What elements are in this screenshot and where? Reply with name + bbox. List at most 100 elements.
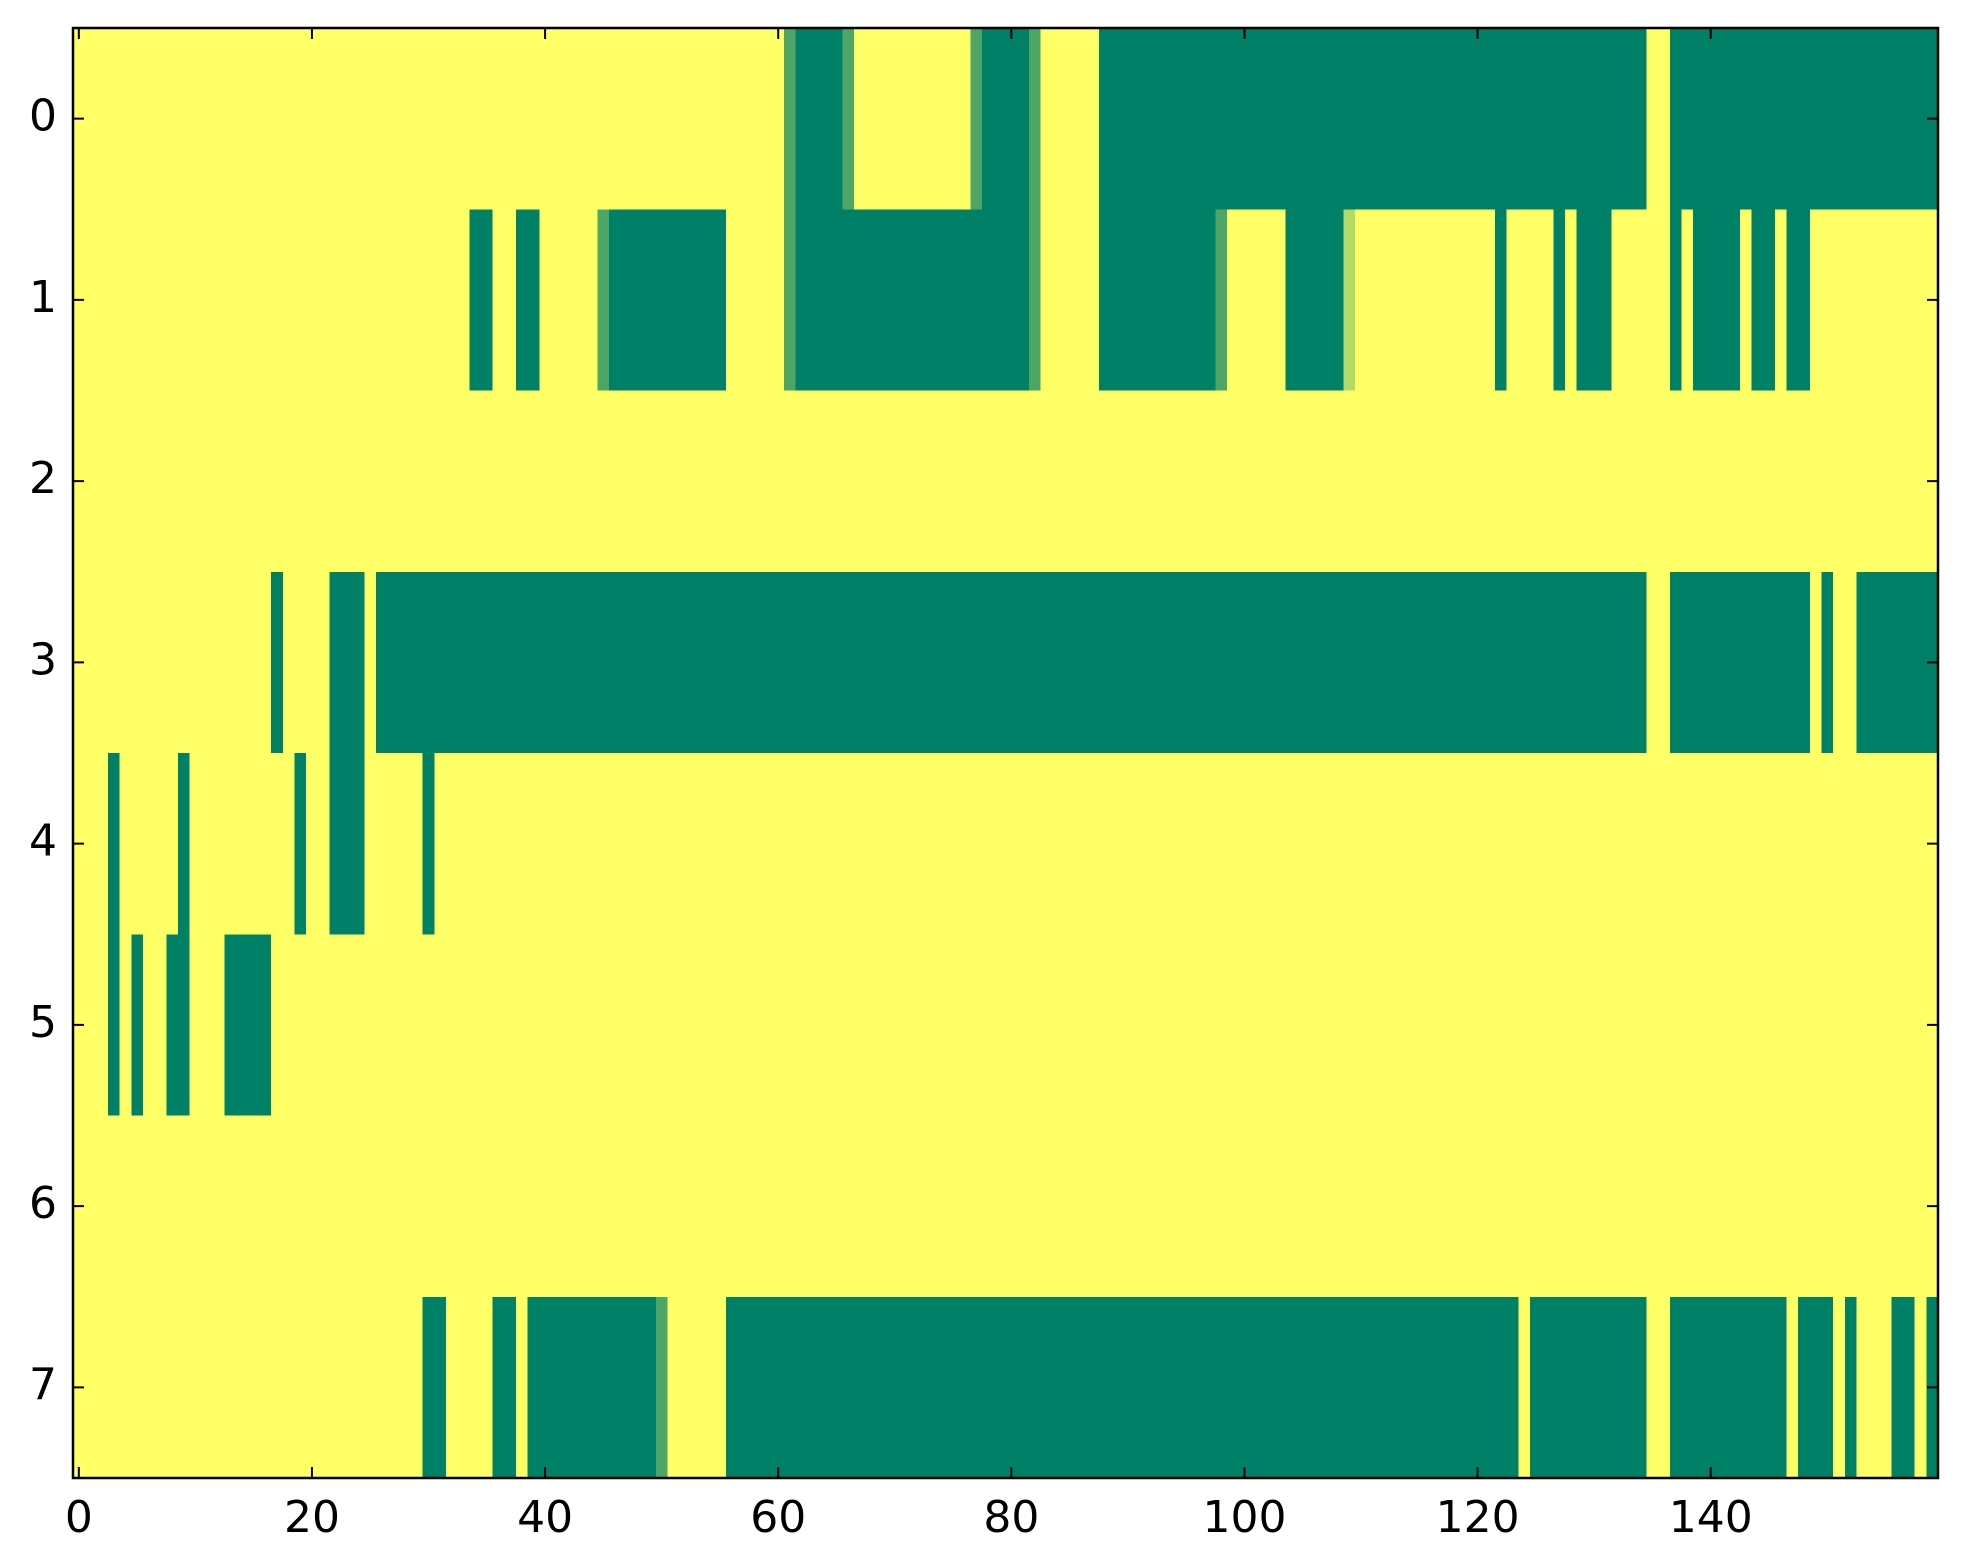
cell bbox=[772, 934, 785, 1117]
cell bbox=[317, 28, 331, 210]
cell bbox=[1518, 571, 1531, 754]
cell bbox=[1821, 571, 1834, 754]
cell bbox=[1879, 390, 1892, 573]
cell bbox=[119, 934, 132, 1117]
cell bbox=[1833, 390, 1846, 573]
cell bbox=[772, 1115, 785, 1298]
cell bbox=[1063, 1296, 1077, 1479]
cell bbox=[1833, 753, 1846, 935]
cell bbox=[1728, 1296, 1741, 1479]
cell bbox=[1378, 1296, 1391, 1479]
cell bbox=[1040, 934, 1053, 1117]
cell bbox=[1180, 934, 1193, 1117]
cell bbox=[1914, 1115, 1927, 1298]
cell bbox=[434, 571, 447, 754]
cell bbox=[1716, 571, 1729, 754]
cell bbox=[1506, 571, 1519, 754]
cell bbox=[714, 28, 727, 210]
cell bbox=[1087, 209, 1100, 392]
cell bbox=[679, 571, 692, 754]
cell bbox=[574, 1296, 587, 1479]
cell bbox=[1681, 934, 1694, 1117]
cell bbox=[1413, 28, 1426, 210]
cell bbox=[1087, 934, 1100, 1117]
cell bbox=[1669, 753, 1683, 935]
cell bbox=[1460, 934, 1473, 1117]
cell bbox=[1145, 571, 1158, 754]
cell bbox=[958, 934, 972, 1117]
cell bbox=[1506, 1115, 1519, 1298]
cell bbox=[1588, 934, 1601, 1117]
cell bbox=[1238, 28, 1251, 210]
cell bbox=[1891, 571, 1904, 754]
cell bbox=[690, 28, 704, 210]
cell bbox=[1623, 209, 1636, 392]
cell bbox=[1809, 934, 1823, 1117]
cell bbox=[527, 571, 540, 754]
cell bbox=[1308, 934, 1321, 1117]
cell bbox=[935, 390, 948, 573]
cell bbox=[1739, 934, 1753, 1117]
cell bbox=[1040, 1115, 1053, 1298]
cell bbox=[1273, 1115, 1286, 1298]
cell bbox=[1005, 1296, 1018, 1479]
cell bbox=[492, 390, 505, 573]
cell bbox=[119, 753, 132, 935]
cell bbox=[1634, 209, 1648, 392]
cell bbox=[446, 753, 459, 935]
cell bbox=[294, 390, 307, 573]
cell bbox=[1028, 934, 1042, 1117]
cell bbox=[1588, 1296, 1601, 1479]
cell bbox=[1052, 1115, 1065, 1298]
cell bbox=[1250, 1296, 1263, 1479]
cell bbox=[1285, 753, 1298, 935]
cell bbox=[189, 753, 202, 935]
cell bbox=[317, 753, 331, 935]
cell bbox=[970, 934, 983, 1117]
cell bbox=[457, 934, 470, 1117]
cell bbox=[1658, 28, 1671, 210]
cell bbox=[912, 753, 925, 935]
cell bbox=[1203, 28, 1216, 210]
cell bbox=[585, 934, 599, 1117]
cell bbox=[609, 571, 622, 754]
cell bbox=[737, 1115, 750, 1298]
cell bbox=[655, 1296, 669, 1479]
cell bbox=[317, 1296, 331, 1479]
cell bbox=[1028, 571, 1042, 754]
cell bbox=[1751, 209, 1764, 392]
cell bbox=[1157, 753, 1170, 935]
cell bbox=[1914, 390, 1927, 573]
cell bbox=[1366, 28, 1380, 210]
cell bbox=[1646, 1296, 1659, 1479]
cell bbox=[1087, 390, 1100, 573]
cell bbox=[189, 1296, 202, 1479]
x-tick-label: 120 bbox=[1436, 1492, 1520, 1543]
cell bbox=[107, 209, 121, 392]
cell bbox=[1809, 1115, 1823, 1298]
cell bbox=[819, 934, 832, 1117]
cell bbox=[1261, 1296, 1275, 1479]
cell bbox=[982, 753, 995, 935]
cell bbox=[376, 209, 389, 392]
cell bbox=[1693, 753, 1706, 935]
cell bbox=[1145, 28, 1158, 210]
cell bbox=[1320, 209, 1333, 392]
cell bbox=[1833, 28, 1846, 210]
cell bbox=[1798, 1115, 1811, 1298]
cell bbox=[1739, 28, 1753, 210]
cell bbox=[714, 390, 727, 573]
cell bbox=[1646, 1115, 1659, 1298]
cell bbox=[690, 753, 704, 935]
cell bbox=[1401, 934, 1415, 1117]
cell bbox=[177, 934, 191, 1117]
cell bbox=[1203, 753, 1216, 935]
cell bbox=[1308, 209, 1321, 392]
cell bbox=[1681, 1296, 1694, 1479]
cell bbox=[900, 1115, 913, 1298]
cell bbox=[1448, 753, 1461, 935]
cell bbox=[760, 209, 773, 392]
cell bbox=[1110, 28, 1123, 210]
cell bbox=[1891, 390, 1904, 573]
cell bbox=[574, 934, 587, 1117]
